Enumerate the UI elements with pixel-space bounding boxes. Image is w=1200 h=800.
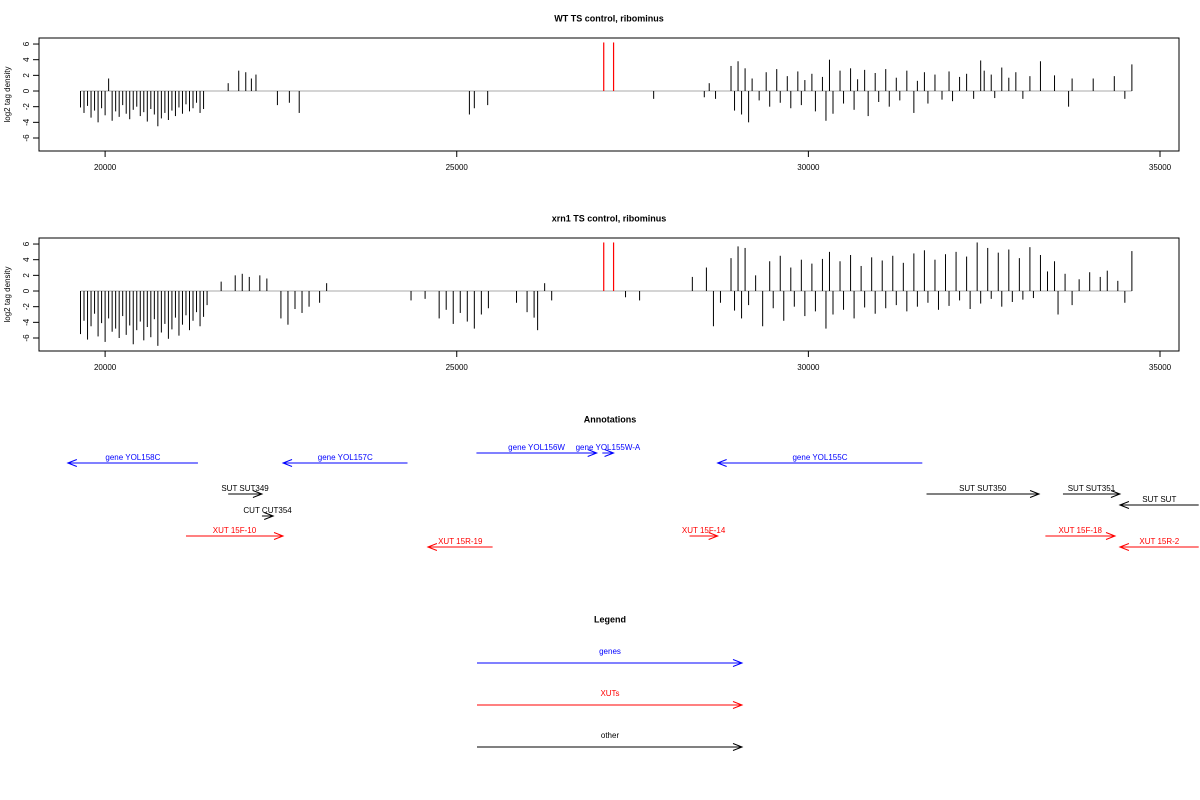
y-tick-label: 0 (22, 88, 31, 93)
feature-label: SUT SUT350 (959, 484, 1007, 493)
x-tick-label: 35000 (1149, 363, 1172, 372)
feature-arrow (426, 543, 493, 551)
feature-label: SUT SUT (1142, 495, 1176, 504)
arrow-part (426, 543, 438, 551)
legend-title: Legend (594, 614, 626, 624)
feature-arrow (926, 490, 1041, 498)
feature-label: gene YOL157C (318, 453, 373, 462)
y-tick-label: -4 (22, 318, 31, 326)
arrow-part (716, 459, 727, 467)
feature-label: XUT 15F-18 (1058, 526, 1102, 535)
y-tick-label: 4 (22, 57, 31, 62)
plot-frame (38, 237, 1180, 352)
y-axis-label: log2 tag density (3, 66, 12, 122)
arrow-part (273, 532, 285, 540)
chart-title: xrn1 TS control, ribominus (552, 213, 667, 223)
feature-label: gene YOL155C (792, 453, 847, 462)
arrow-part (66, 459, 78, 467)
x-tick-label: 20000 (94, 363, 117, 372)
feature-arrow (1062, 490, 1122, 498)
y-tick-label: -2 (22, 303, 31, 311)
arrow-part (732, 701, 744, 709)
feature-arrow (66, 459, 198, 467)
x-tick-label: 20000 (94, 163, 117, 172)
feature-label: XUT 15F-14 (682, 526, 726, 535)
x-tick-label: 35000 (1149, 163, 1172, 172)
feature-arrow (1045, 532, 1117, 540)
arrow-part (264, 512, 275, 520)
y-tick-label: 0 (22, 288, 31, 293)
feature-arrow (1118, 543, 1199, 551)
arrow-part (281, 459, 293, 467)
y-tick-label: -4 (22, 118, 31, 126)
annotations-title: Annotations (584, 414, 637, 424)
y-tick-label: 2 (22, 273, 31, 278)
feature-label: CUT CUT354 (243, 506, 292, 515)
plot-frame (38, 37, 1180, 152)
arrow-part (604, 449, 615, 457)
feature-arrow (261, 512, 275, 520)
legend-label: other (601, 731, 620, 740)
arrow-part (1105, 532, 1117, 540)
y-axis-label: log2 tag density (3, 266, 12, 322)
y-tick-label: 6 (22, 41, 31, 46)
y-tick-label: 6 (22, 241, 31, 246)
legend-arrow (477, 743, 744, 751)
feature-label: SUT SUT351 (1068, 484, 1116, 493)
legend-label: genes (599, 647, 621, 656)
feature-arrow (689, 532, 720, 540)
feature-label: XUT 15R-19 (438, 537, 483, 546)
y-tick-label: 2 (22, 73, 31, 78)
x-tick-label: 30000 (797, 163, 820, 172)
x-tick-label: 25000 (446, 363, 469, 372)
legend-arrow (477, 701, 744, 709)
feature-label: gene YOL156W (508, 443, 565, 452)
arrow-part (732, 659, 744, 667)
arrow-part (1110, 490, 1122, 498)
arrow-part (252, 490, 264, 498)
arrow-part (1118, 501, 1130, 509)
y-tick-label: -6 (22, 134, 31, 142)
feature-label: gene YOL158C (105, 453, 160, 462)
feature-arrow (602, 449, 615, 457)
feature-label: gene YOL155W-A (576, 443, 641, 452)
feature-label: XUT 15F-10 (213, 526, 257, 535)
x-tick-label: 25000 (446, 163, 469, 172)
feature-arrow (716, 459, 923, 467)
feature-label: XUT 15R-2 (1139, 537, 1179, 546)
feature-arrow (1118, 501, 1199, 509)
feature-label: SUT SUT349 (221, 484, 269, 493)
y-tick-label: -2 (22, 103, 31, 111)
feature-arrow (476, 449, 599, 457)
y-tick-label: -6 (22, 334, 31, 342)
arrow-part (1118, 543, 1130, 551)
chart-title: WT TS control, ribominus (554, 13, 664, 23)
arrow-part (732, 743, 744, 751)
legend-label: XUTs (600, 689, 619, 698)
arrow-part (1029, 490, 1041, 498)
arrow-part (587, 449, 599, 457)
y-tick-label: 4 (22, 257, 31, 262)
feature-arrow (281, 459, 408, 467)
feature-arrow (185, 532, 285, 540)
arrow-part (708, 532, 720, 540)
x-tick-label: 30000 (797, 363, 820, 372)
feature-arrow (228, 490, 264, 498)
legend-arrow (477, 659, 744, 667)
